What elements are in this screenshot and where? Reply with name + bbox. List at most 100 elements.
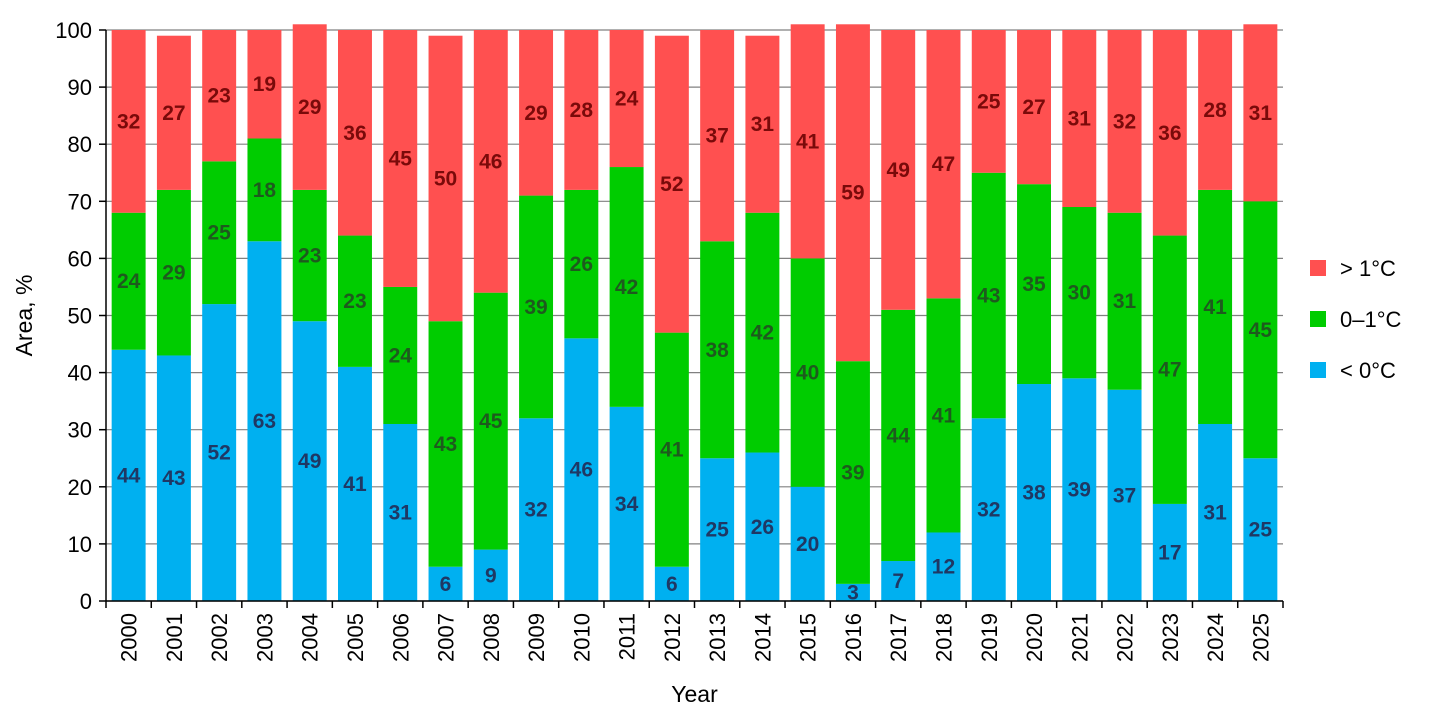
x-tick-label-2022: 2022	[1113, 613, 1138, 662]
data-label-2021-series-0: 39	[1068, 479, 1091, 502]
bar-group-2001: 43 29 27	[156, 35, 191, 601]
y-tick-label-100: 100	[55, 18, 92, 43]
bar-2012-series-2	[654, 35, 689, 333]
data-label-2009-series-2: 29	[524, 102, 547, 125]
data-label-2024-series-1: 41	[1203, 296, 1227, 319]
y-axis-title: Area, %	[11, 275, 37, 357]
data-label-2020-series-0: 38	[1022, 482, 1046, 505]
bar-group-2004: 49 23 29	[292, 24, 327, 601]
data-label-2012-series-1: 41	[660, 439, 684, 462]
bar-group-2006: 31 24 45	[383, 30, 418, 601]
bar-2008-series-0	[473, 549, 508, 601]
data-label-2005-series-1: 23	[343, 290, 366, 313]
legend-label-0: < 0°C	[1340, 358, 1396, 383]
data-label-2024-series-0: 31	[1203, 501, 1227, 524]
bar-2017-series-2	[881, 30, 916, 310]
data-label-2004-series-0: 49	[298, 450, 321, 473]
bar-2004-series-1	[292, 189, 327, 322]
bar-2025-series-0	[1243, 458, 1278, 601]
bar-2009-series-2	[519, 30, 554, 196]
bar-2013-series-2	[700, 30, 735, 242]
legend-entry-0: < 0°C	[1310, 358, 1396, 383]
bar-2005-series-2	[338, 30, 372, 236]
bar-group-2017: 7 44 49	[881, 30, 916, 601]
bar-group-2022: 37 31 32	[1107, 30, 1142, 601]
data-label-2010-series-1: 26	[570, 253, 593, 276]
bar-2002-series-1	[202, 161, 237, 305]
x-tick-label-2017: 2017	[886, 613, 911, 662]
bar-2006-series-0	[383, 423, 418, 601]
bar-group-2009: 32 39 29	[519, 30, 554, 601]
bar-group-2021: 39 30 31	[1062, 30, 1097, 601]
x-tick-label-2008: 2008	[479, 613, 504, 662]
data-label-2014-series-0: 26	[751, 516, 774, 539]
data-label-2016-series-1: 39	[841, 462, 864, 485]
bar-2022-series-2	[1107, 30, 1142, 213]
data-label-2023-series-0: 17	[1158, 541, 1181, 564]
bar-2025-series-2	[1243, 24, 1278, 202]
data-label-2007-series-0: 6	[440, 573, 452, 596]
bar-2024-series-2	[1198, 30, 1233, 190]
bar-group-2013: 25 38 37	[700, 30, 735, 601]
bar-2008-series-2	[473, 30, 508, 293]
data-label-2015-series-2: 41	[796, 130, 820, 153]
data-label-2022-series-1: 31	[1113, 290, 1137, 313]
bar-2021-series-1	[1062, 207, 1097, 379]
data-label-2000-series-2: 32	[117, 110, 140, 133]
bar-group-2005: 41 23 36	[338, 30, 372, 601]
data-label-2011-series-1: 42	[615, 276, 638, 299]
data-label-2003-series-1: 18	[253, 179, 277, 202]
bar-2003-series-2	[247, 30, 282, 139]
bar-2010-series-1	[564, 189, 599, 339]
x-tick-label-2015: 2015	[796, 613, 821, 662]
data-label-2025-series-1: 45	[1249, 319, 1273, 342]
bar-2012-series-0	[654, 566, 689, 601]
data-label-2017-series-0: 7	[892, 570, 904, 593]
data-label-2016-series-0: 3	[847, 581, 859, 604]
bar-2017-series-0	[881, 561, 916, 601]
data-label-2024-series-2: 28	[1203, 99, 1227, 122]
bar-2019-series-0	[971, 418, 1006, 601]
bar-2006-series-1	[383, 286, 418, 424]
x-tick-label-2012: 2012	[660, 613, 685, 662]
bar-group-2023: 17 47 36	[1152, 30, 1187, 601]
data-label-2001-series-0: 43	[162, 467, 185, 490]
data-label-2003-series-2: 19	[253, 73, 276, 96]
data-label-2022-series-0: 37	[1113, 484, 1136, 507]
legend: > 1°C 0–1°C < 0°C	[1310, 256, 1402, 383]
bar-group-2000: 44 24 32	[111, 30, 146, 601]
data-label-2015-series-1: 40	[796, 362, 819, 385]
x-tick-label-2011: 2011	[615, 613, 640, 660]
bar-2025-series-1	[1243, 201, 1278, 459]
data-label-2016-series-2: 59	[841, 182, 864, 205]
bar-2020-series-2	[1017, 30, 1051, 185]
data-label-2007-series-2: 50	[434, 167, 457, 190]
x-tick-label-2010: 2010	[569, 613, 594, 662]
data-label-2013-series-2: 37	[705, 125, 728, 148]
x-tick-label-2001: 2001	[162, 613, 187, 662]
bar-2016-series-0	[835, 583, 870, 601]
x-tick-label-2003: 2003	[252, 613, 277, 662]
bar-2023-series-2	[1152, 30, 1187, 236]
bar-2019-series-1	[971, 172, 1006, 419]
data-label-2010-series-2: 28	[570, 99, 594, 122]
data-label-2012-series-0: 6	[666, 573, 678, 596]
bar-2009-series-1	[519, 195, 554, 419]
bar-2018-series-1	[926, 298, 961, 533]
bar-2002-series-0	[202, 304, 237, 601]
data-label-2000-series-1: 24	[117, 270, 141, 293]
x-tick-label-2013: 2013	[705, 613, 730, 662]
data-label-2023-series-2: 36	[1158, 122, 1181, 145]
bar-2019-series-2	[971, 30, 1006, 173]
data-label-2021-series-1: 30	[1068, 282, 1091, 305]
data-label-2023-series-1: 47	[1158, 359, 1181, 382]
data-label-2018-series-2: 47	[932, 153, 955, 176]
data-label-2005-series-2: 36	[343, 122, 366, 145]
data-label-2002-series-0: 52	[207, 442, 230, 465]
bar-2003-series-1	[247, 138, 282, 242]
bar-2010-series-0	[564, 338, 599, 601]
x-tick-label-2024: 2024	[1203, 613, 1228, 662]
bar-2010-series-2	[564, 30, 599, 190]
data-label-2002-series-2: 23	[207, 85, 230, 108]
x-axis-title: Year	[671, 681, 718, 707]
